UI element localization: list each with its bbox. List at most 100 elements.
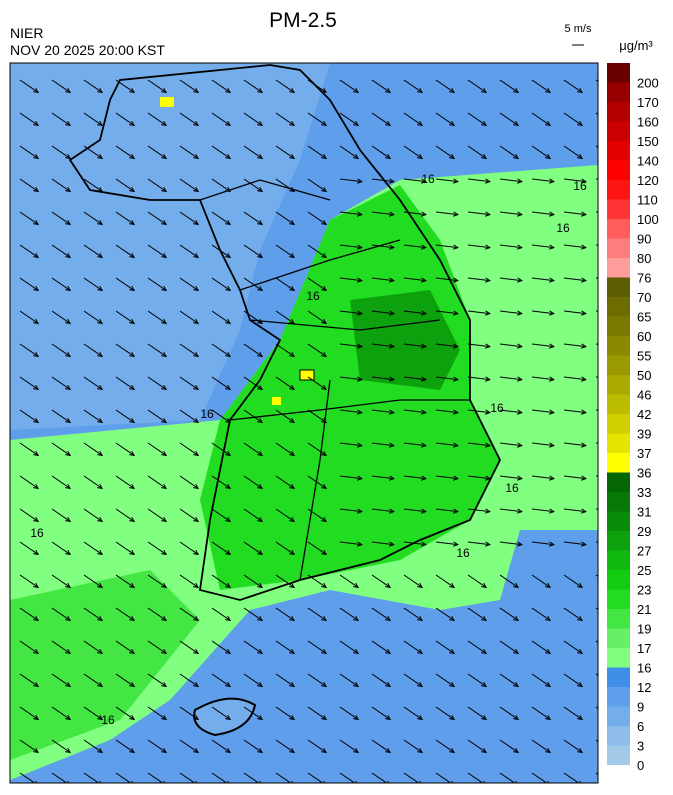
wind-arrow xyxy=(499,79,520,94)
wind-arrow xyxy=(147,475,168,490)
wind-arrow xyxy=(275,640,296,655)
wind-arrow xyxy=(371,376,395,382)
wind-arrow xyxy=(307,376,328,391)
wind-arrow xyxy=(179,673,200,688)
wind-arrow xyxy=(563,640,584,655)
wind-arrow xyxy=(435,673,456,688)
wind-arrow xyxy=(51,541,72,556)
wind-arrow xyxy=(531,376,555,382)
colorbar-box xyxy=(607,121,630,141)
unit: μg/m³ xyxy=(619,38,653,53)
wind-arrow xyxy=(211,178,232,193)
wind-arrow xyxy=(499,607,520,622)
contour-label: 16 xyxy=(200,407,214,421)
wind-arrow xyxy=(563,277,587,283)
wind-arrow xyxy=(51,376,72,391)
wind-arrow xyxy=(563,475,587,481)
wind-arrow xyxy=(467,640,488,655)
wind-arrow xyxy=(307,178,328,193)
wind-arrow xyxy=(371,343,395,349)
colorbar-label: 39 xyxy=(637,427,651,442)
wind-arrow xyxy=(243,310,264,325)
wind-arrow xyxy=(435,244,459,250)
wind-arrow xyxy=(339,508,363,514)
wind-arrow xyxy=(51,640,72,655)
wind-arrow xyxy=(467,211,491,217)
wind-arrow xyxy=(307,475,328,490)
wind-arrow xyxy=(83,310,104,325)
wind-arrow xyxy=(243,640,264,655)
colorbar-label: 23 xyxy=(637,583,651,598)
wind-arrow xyxy=(51,673,72,688)
colorbar-label: 65 xyxy=(637,310,651,325)
wind-arrow xyxy=(467,508,491,514)
wind-arrow xyxy=(307,442,328,457)
wind-arrow xyxy=(499,706,520,721)
wind-arrow xyxy=(115,310,136,325)
colorbar-label: 50 xyxy=(637,368,651,383)
wind-arrow xyxy=(211,673,232,688)
wind-arrow xyxy=(307,541,328,556)
wind-arrow xyxy=(83,178,104,193)
wind-arrow xyxy=(275,145,296,160)
wind-arrow xyxy=(339,739,360,754)
wind-arrow xyxy=(435,574,456,589)
colorbar-label: 60 xyxy=(637,329,651,344)
wind-arrow xyxy=(243,442,264,457)
wind-arrow xyxy=(147,442,168,457)
wind-arrow xyxy=(179,343,200,358)
wind-arrow xyxy=(339,706,360,721)
wind-arrow xyxy=(499,475,523,481)
province-borders xyxy=(199,179,470,581)
wind-arrow xyxy=(339,145,360,160)
wind-arrow xyxy=(115,607,136,622)
wind-arrow xyxy=(115,409,136,424)
wind-arrow xyxy=(499,376,523,382)
wind-arrow xyxy=(19,145,40,160)
wind-arrow xyxy=(115,277,136,292)
wind-arrow xyxy=(275,706,296,721)
colorbar-box xyxy=(607,82,630,102)
wind-arrow xyxy=(531,409,555,415)
wind-arrow xyxy=(51,574,72,589)
wind-arrow xyxy=(19,343,40,358)
wind-arrow xyxy=(307,706,328,721)
wind-arrow xyxy=(531,343,555,349)
wind-arrow xyxy=(179,112,200,127)
wind-arrow xyxy=(371,211,395,217)
wind-arrow xyxy=(531,739,552,754)
wind-arrow xyxy=(275,409,296,424)
wind-arrow xyxy=(147,376,168,391)
wind-arrow xyxy=(307,112,328,127)
wind-arrow xyxy=(115,442,136,457)
colorbar-box xyxy=(607,726,630,746)
wind-arrow xyxy=(179,541,200,556)
contour-label: 16 xyxy=(30,526,44,540)
wind-arrow xyxy=(307,739,328,754)
colorbar-label: 42 xyxy=(637,407,651,422)
wind-arrow xyxy=(83,574,104,589)
colorbar-box xyxy=(607,219,630,239)
colorbar-label: 140 xyxy=(637,154,659,169)
wind-arrow xyxy=(83,343,104,358)
wind-arrow xyxy=(51,409,72,424)
wind-arrow xyxy=(83,376,104,391)
colorbar-box xyxy=(607,609,630,629)
wind-arrow xyxy=(467,706,488,721)
wind-arrow xyxy=(467,673,488,688)
wind-arrow xyxy=(339,409,363,415)
wind-arrow xyxy=(467,277,491,283)
wind-arrow xyxy=(563,706,584,721)
wind-arrow xyxy=(147,145,168,160)
wind-arrow xyxy=(179,607,200,622)
wind-arrow xyxy=(243,112,264,127)
colorbar-box xyxy=(607,102,630,122)
wind-arrow xyxy=(371,640,392,655)
wind-arrow xyxy=(275,310,296,325)
wind-arrow xyxy=(147,640,168,655)
wind-arrow xyxy=(19,277,40,292)
wind-arrow xyxy=(83,640,104,655)
colorbar-label: 12 xyxy=(637,680,651,695)
wind-arrow xyxy=(563,112,584,127)
wind-arrow xyxy=(211,508,232,523)
